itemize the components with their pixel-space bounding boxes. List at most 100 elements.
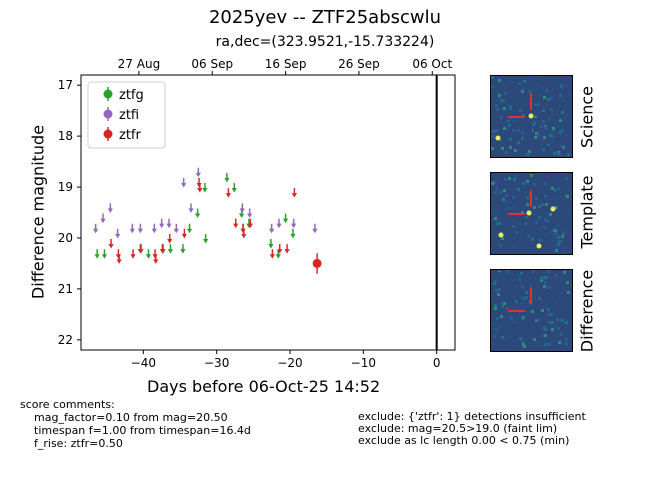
upper-limit-arrow — [181, 233, 187, 239]
upper-limit-arrow — [247, 213, 253, 218]
x-tick-label: 0 — [433, 356, 441, 370]
stamp-noise — [562, 229, 565, 232]
stamp-source — [526, 210, 532, 216]
stamp-noise — [559, 131, 562, 134]
stamp-noise — [530, 319, 533, 322]
stamp-noise — [521, 90, 524, 93]
top-tick-label: 16 Sep — [265, 57, 307, 71]
stamp-noise — [521, 137, 524, 140]
stamp-noise — [561, 129, 564, 132]
upper-limit-arrow — [291, 223, 297, 229]
legend: ztfg ztfi ztfr — [87, 81, 166, 149]
upper-limit-arrow — [173, 228, 179, 234]
score-line: mag_factor=0.10 from mag=20.50 — [34, 411, 228, 424]
top-tick-label: 06 Sep — [191, 57, 233, 71]
x-tick-label: −40 — [131, 356, 156, 370]
stamp-noise — [495, 213, 498, 216]
stamp-noise — [509, 138, 512, 141]
stamp-noise — [508, 124, 511, 127]
stamp-noise — [499, 244, 502, 247]
stamp-source — [536, 243, 542, 249]
stamp-noise — [498, 79, 501, 82]
stamp-noise — [510, 81, 513, 84]
upper-limit-arrow — [101, 254, 108, 259]
stamp-noise — [530, 304, 533, 307]
stamp-noise — [495, 104, 498, 107]
stamp-noise — [545, 133, 548, 136]
plot-frame — [80, 74, 456, 351]
stamp-noise — [496, 187, 499, 190]
stamp-noise — [497, 293, 500, 296]
stamp-noise — [523, 91, 526, 94]
stamp-noise — [498, 94, 501, 97]
stamp-noise — [503, 107, 506, 110]
stamp-noise — [564, 90, 567, 93]
stamp-noise — [528, 150, 531, 153]
stamp-noise — [519, 134, 522, 137]
upper-limit-arrow — [94, 254, 100, 259]
stamp-noise — [537, 134, 540, 137]
upper-limit-arrow — [277, 249, 283, 254]
upper-limit-arrow — [195, 172, 201, 178]
stamp-noise — [565, 321, 568, 324]
stamp-noise — [539, 94, 542, 97]
stamp-noise — [544, 126, 547, 129]
stamp-noise — [515, 300, 518, 303]
upper-limit-arrow — [275, 254, 281, 259]
stamp-noise — [563, 250, 566, 253]
stamp-noise — [562, 86, 565, 89]
upper-limit-arrow — [130, 254, 136, 259]
y-tick-label: 17 — [58, 78, 73, 92]
stamp-noise — [541, 290, 544, 293]
stamp-noise — [558, 223, 561, 226]
stamp-noise — [558, 341, 561, 344]
upper-limit-arrow — [247, 223, 253, 229]
stamp-noise — [525, 296, 528, 299]
x-axis: −40 −30 −20 −10 0 — [131, 350, 441, 370]
top-tick-label: 27 Aug — [118, 57, 161, 71]
stamp-noise — [558, 153, 561, 156]
stamp-noise — [532, 270, 535, 273]
stamp-noise — [547, 144, 550, 147]
stamp-noise — [561, 235, 564, 238]
stamp-noise — [560, 85, 563, 88]
stamp-noise — [547, 146, 550, 149]
upper-limit-arrow — [312, 228, 318, 234]
stamp-noise — [539, 239, 542, 242]
stamp-noise — [512, 321, 515, 324]
stamp-noise — [536, 103, 539, 106]
upper-limit-arrow — [181, 182, 187, 188]
upper-limit-arrow — [129, 228, 135, 234]
stamp-noise — [557, 236, 560, 239]
stamp-noise — [548, 321, 551, 324]
stamp-noise — [545, 89, 548, 92]
stamp-noise — [559, 119, 562, 122]
stamp-noise — [557, 151, 560, 154]
stamp-noise — [501, 305, 504, 308]
stamp-noise — [517, 188, 520, 191]
difference-label: Difference — [577, 269, 597, 353]
upper-limit-arrow — [167, 249, 174, 254]
stamp-noise — [498, 272, 501, 275]
x-tick-label: −30 — [204, 356, 229, 370]
stamp-noise — [560, 145, 563, 148]
stamp-noise — [533, 183, 536, 186]
stamp-noise — [551, 187, 554, 190]
stamp-noise — [500, 116, 503, 119]
stamp-noise — [491, 182, 494, 185]
stamp-noise — [498, 288, 501, 291]
stamp-noise — [529, 129, 532, 132]
stamp-noise — [497, 76, 500, 79]
upper-limit-arrow — [225, 193, 231, 198]
stamp-noise — [556, 240, 559, 243]
stamp-noise — [533, 121, 536, 124]
stamp-noise — [494, 191, 497, 194]
y-tick-label: 21 — [58, 282, 73, 296]
stamp-noise — [515, 231, 518, 234]
stamp-noise — [540, 132, 543, 135]
upper-limit-arrow — [159, 249, 165, 254]
upper-limit-arrow — [137, 228, 143, 234]
stamp-noise — [540, 277, 543, 280]
stamp-noise — [505, 307, 508, 310]
stamp-noise — [525, 291, 528, 294]
